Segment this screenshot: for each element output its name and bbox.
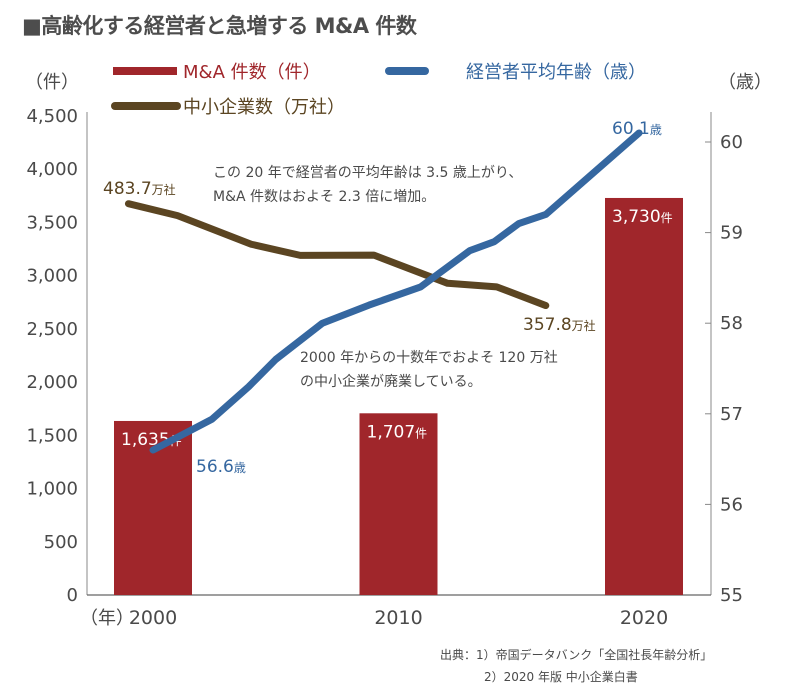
sme-count-line (124, 200, 550, 310)
legend-label-ma: M&A 件数（件） (183, 62, 321, 83)
x-tick-label: 2010 (374, 607, 422, 629)
left-axis-unit: （件） (25, 72, 79, 93)
chart-title: ■高齢化する経営者と急増する M&A 件数 (22, 14, 417, 38)
x-tick-label: 2020 (620, 607, 668, 629)
age-start-label: 56.6歳 (196, 457, 246, 477)
left-tick-label: 2,000 (26, 372, 78, 393)
source-note: 出典：1）帝国データバンク「全国社長年齢分析」 (440, 647, 712, 662)
left-tick-label: 1,000 (26, 479, 78, 500)
left-tick-label: 4,000 (26, 159, 78, 180)
age-end-label: 60.1歳 (612, 119, 662, 139)
right-tick-label: 57 (720, 404, 743, 425)
left-tick-label: 3,500 (26, 212, 78, 233)
annotation-sme: の中小企業が廃業している。 (300, 373, 482, 390)
sme-end-label: 357.8万社 (523, 315, 596, 335)
legend-label-age: 経営者平均年齢（歳） (466, 62, 646, 83)
left-tick-label: 2,500 (26, 319, 78, 340)
legend-label-sme: 中小企業数（万社） (183, 97, 345, 118)
avg-age-line (149, 129, 643, 454)
bar-value-label: 3,730件 (612, 207, 673, 227)
right-tick-label: 58 (720, 313, 743, 334)
bar-ma-2020 (605, 197, 683, 595)
right-axis-unit: （歳） (718, 72, 772, 93)
sme-start-label: 483.7万社 (103, 179, 176, 199)
right-tick-label: 55 (720, 585, 743, 606)
bar-value-label: 1,707件 (367, 422, 428, 442)
left-tick-label: 0 (67, 585, 78, 606)
right-tick-label: 56 (720, 494, 743, 515)
x-tick-label: 2000 (129, 607, 177, 629)
right-tick-label: 59 (720, 223, 743, 244)
bar-ma-2010 (359, 413, 438, 595)
left-tick-label: 500 (44, 532, 78, 553)
annotation-age-ma: M&A 件数はおよそ 2.3 倍に増加。 (213, 189, 435, 205)
annotation-sme: 2000 年からの十数年でおよそ 120 万社 (300, 350, 558, 366)
left-tick-label: 4,500 (26, 106, 78, 127)
left-tick-label: 3,000 (26, 266, 78, 287)
source-note: 2）2020 年版 中小企業白書 (484, 669, 638, 684)
right-tick-label: 60 (720, 132, 743, 153)
annotation-age-ma: この 20 年で経営者の平均年齢は 3.5 歳上がり、 (213, 165, 522, 181)
x-axis-unit: （年） (80, 608, 134, 629)
left-tick-label: 1,500 (26, 425, 78, 446)
